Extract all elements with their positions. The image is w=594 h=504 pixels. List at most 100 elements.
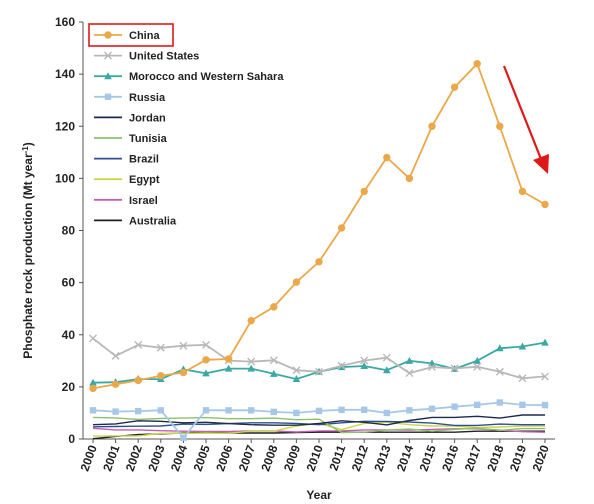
data-point bbox=[405, 369, 414, 378]
data-point bbox=[496, 399, 503, 406]
data-point bbox=[104, 72, 112, 80]
data-point bbox=[541, 372, 549, 381]
data-point bbox=[428, 122, 436, 130]
x-tick-label: 2009 bbox=[281, 443, 303, 473]
data-point bbox=[179, 368, 188, 377]
data-point bbox=[519, 401, 526, 409]
data-point bbox=[292, 375, 301, 383]
data-point bbox=[541, 200, 549, 209]
data-point bbox=[134, 340, 143, 349]
x-tick-label: 2013 bbox=[371, 443, 393, 473]
data-point bbox=[270, 408, 277, 416]
legend: China United States Morocco and Western Sa… bbox=[88, 23, 284, 227]
y-tick-label: 100 bbox=[55, 171, 75, 185]
data-point bbox=[428, 405, 436, 412]
data-point bbox=[156, 343, 165, 352]
x-tick-label: 2001 bbox=[100, 443, 122, 473]
legend-item-russia: Russia bbox=[94, 92, 166, 104]
legend-label: Brazil bbox=[129, 154, 159, 166]
data-point bbox=[269, 356, 278, 365]
x-tick-label: 2016 bbox=[439, 443, 461, 473]
data-point bbox=[225, 407, 232, 414]
series-line-australia bbox=[92, 430, 545, 440]
data-point bbox=[383, 153, 391, 162]
data-point bbox=[135, 407, 142, 415]
data-point bbox=[541, 338, 549, 346]
series-line-brazil bbox=[92, 420, 545, 428]
data-point bbox=[157, 371, 165, 380]
y-tick-label: 80 bbox=[62, 224, 76, 238]
x-tick-label: 2002 bbox=[123, 443, 145, 473]
data-point bbox=[450, 83, 459, 91]
y-axis-title-main: Phosphate rock production (Mt year bbox=[21, 153, 35, 359]
y-tick-label: 140 bbox=[55, 67, 75, 81]
series-china bbox=[89, 60, 549, 393]
legend-item-united-states: United States bbox=[94, 51, 199, 63]
data-point bbox=[315, 407, 323, 415]
x-tick-label: 2004 bbox=[168, 443, 190, 473]
y-tick-label: 40 bbox=[62, 328, 76, 342]
legend-item-jordan: Jordan bbox=[94, 112, 166, 124]
data-point bbox=[89, 334, 97, 343]
data-point bbox=[202, 340, 210, 349]
data-point bbox=[473, 60, 481, 68]
y-tick-label: 120 bbox=[55, 119, 75, 133]
legend-label: Tunisia bbox=[129, 133, 168, 145]
y-axis-title-close: ) bbox=[21, 142, 35, 146]
data-point bbox=[111, 351, 120, 360]
data-point bbox=[292, 366, 301, 375]
legend-label: Egypt bbox=[129, 174, 160, 186]
data-point bbox=[202, 356, 210, 364]
decline-arrow-head bbox=[533, 154, 549, 174]
x-tick-label: 2018 bbox=[484, 443, 506, 473]
data-point bbox=[224, 355, 233, 363]
data-point bbox=[360, 356, 369, 365]
data-point bbox=[89, 378, 97, 386]
x-tick-label: 2007 bbox=[236, 443, 258, 473]
x-tick-label: 2015 bbox=[417, 443, 439, 473]
annotation-layer bbox=[502, 65, 549, 174]
data-point bbox=[518, 342, 527, 350]
data-point bbox=[518, 187, 527, 196]
data-point bbox=[360, 187, 368, 196]
data-point bbox=[247, 357, 256, 366]
legend-item-egypt: Egypt bbox=[94, 174, 160, 186]
x-tick-label: 2019 bbox=[507, 443, 529, 473]
legend-label: Australia bbox=[129, 215, 177, 227]
data-point bbox=[338, 406, 345, 414]
x-tick-label: 2006 bbox=[213, 443, 235, 473]
data-point bbox=[157, 407, 164, 414]
data-point bbox=[383, 409, 390, 417]
legend-item-china: China bbox=[94, 30, 160, 42]
x-tick-label: 2011 bbox=[326, 443, 348, 473]
data-point bbox=[134, 376, 142, 385]
legend-label: Morocco and Western Sahara bbox=[129, 71, 284, 83]
y-tick-label: 160 bbox=[55, 15, 75, 29]
x-tick-label: 2000 bbox=[78, 443, 100, 473]
data-point bbox=[360, 362, 368, 370]
data-point bbox=[496, 344, 504, 352]
data-point bbox=[474, 401, 481, 409]
series-russia bbox=[89, 399, 549, 441]
legend-label: China bbox=[129, 30, 160, 42]
data-point bbox=[405, 356, 414, 364]
data-point bbox=[270, 303, 278, 311]
data-point bbox=[518, 374, 527, 383]
x-tick-label: 2003 bbox=[145, 443, 167, 473]
data-point bbox=[315, 367, 323, 376]
y-tick-label: 60 bbox=[62, 276, 76, 290]
data-point bbox=[247, 364, 255, 372]
data-point bbox=[270, 369, 278, 377]
legend-item-morocco-and-western-sahara: Morocco and Western Sahara bbox=[94, 71, 284, 83]
series-brazil bbox=[92, 420, 545, 428]
series-united-states bbox=[89, 334, 549, 383]
legend-item-australia: Australia bbox=[94, 215, 177, 227]
data-point bbox=[292, 278, 301, 286]
y-axis-title: Phosphate rock production (Mt year-1) bbox=[21, 142, 35, 358]
legend-highlight-box bbox=[88, 23, 174, 47]
data-point bbox=[541, 401, 549, 409]
y-axis: 0 20 40 60 80 100 120 140 160 bbox=[55, 15, 83, 446]
data-point bbox=[179, 341, 188, 350]
data-point bbox=[495, 367, 504, 376]
